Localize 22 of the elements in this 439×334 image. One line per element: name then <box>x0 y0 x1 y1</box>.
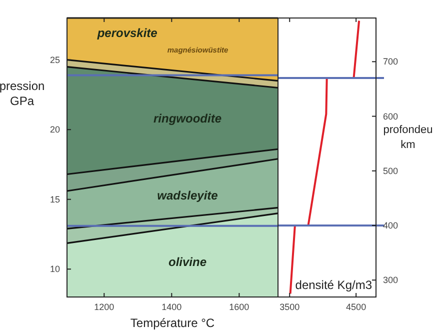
x-tick-label: 3500 <box>280 302 300 312</box>
x-tick-label: 4500 <box>346 302 366 312</box>
y-tick-label: 10 <box>50 264 60 274</box>
y2-tick-label: 600 <box>383 111 398 122</box>
x-tick-label: 1400 <box>162 302 182 312</box>
y-tick-label: 15 <box>50 194 60 204</box>
y-tick-label: 20 <box>50 124 60 135</box>
y2-tick-label: 500 <box>383 166 398 176</box>
x-axis-title: Température °C <box>130 316 215 330</box>
series-label: perovskite <box>96 26 158 40</box>
series-label: olivine <box>168 254 207 269</box>
y-axis-title: pression GPa <box>0 79 45 108</box>
y2-tick-label: 700 <box>383 56 398 67</box>
series-label: wadsleyite <box>157 188 218 203</box>
y2-axis-title: profondeu km <box>383 124 433 151</box>
series-label: ringwoodite <box>154 112 222 126</box>
y2-tick-label: 300 <box>383 275 398 286</box>
x-tick-label: 1600 <box>229 302 250 312</box>
y2-tick-label: 400 <box>383 220 398 230</box>
x-tick-label: 1200 <box>94 302 114 312</box>
y-tick-label: 25 <box>50 54 60 65</box>
x-axis-title: densité Kg/m3 <box>295 278 372 292</box>
